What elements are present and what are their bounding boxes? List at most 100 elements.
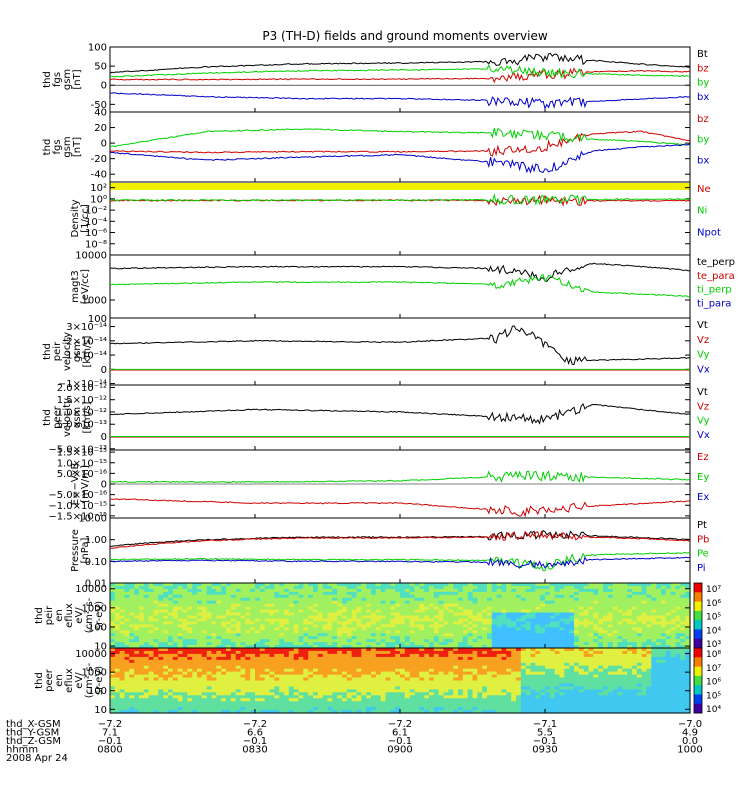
legend-Pi: Pi bbox=[697, 563, 706, 574]
y-tick-label: 10000 bbox=[75, 584, 107, 595]
y-tick-label: -50 bbox=[91, 100, 107, 111]
legend-Ey: Ey bbox=[697, 472, 709, 483]
colorbar-tick-label: 10⁴ bbox=[706, 626, 721, 636]
series-Vt bbox=[109, 403, 691, 425]
series-by bbox=[110, 63, 690, 79]
y-axis-label-line: [mV/m] bbox=[80, 465, 91, 503]
legend-Vz: Vz bbox=[697, 335, 709, 346]
y-axis-label-line: peer bbox=[52, 405, 63, 429]
y-axis-label-line: fgs bbox=[52, 139, 63, 154]
legend-bz: bz bbox=[697, 114, 709, 125]
x-tick-label: −7.2 bbox=[98, 719, 122, 730]
colorbar-tick-label: 10⁵ bbox=[706, 691, 721, 701]
legend-peer-velocity: Vt Vz Vy Vx bbox=[697, 387, 710, 441]
colorbar-swatch bbox=[694, 685, 702, 695]
x-tick-label: −7.2 bbox=[388, 719, 412, 730]
y-tick-label: 1.00 bbox=[85, 535, 107, 546]
colorbar-swatch bbox=[694, 601, 702, 612]
series-bz bbox=[109, 130, 691, 157]
y-axis-label-line: gsm bbox=[72, 407, 83, 428]
x-axis-labels: thd_X-GSM −7.2 −7.2 −7.2 −7.1 −7.0 thd_Y-GSM 7.… bbox=[6, 719, 703, 764]
x-axis-row-label: thd_X-GSM bbox=[6, 719, 61, 730]
legend-te_perp: te_perp bbox=[697, 257, 735, 268]
legend-Ez: Ez bbox=[697, 452, 709, 463]
panel-peir-velocity: 3×10⁻¹⁴ 2×10⁻¹⁴ 1×10⁻¹⁴ 0 −1×10⁻¹⁴ 100 thd peir… bbox=[42, 314, 710, 390]
y-tick-label: −1.5×10⁻¹⁵ bbox=[48, 511, 107, 522]
y-axis-label-line: gsm bbox=[62, 69, 73, 90]
legend-Vy: Vy bbox=[697, 350, 710, 361]
legend-Vz: Vz bbox=[697, 401, 709, 412]
legend-Pt: Pt bbox=[697, 520, 707, 531]
y-axis-label-line: velocity bbox=[62, 332, 73, 371]
panel-pressure: 10.00 1.00 0.10 0.01 Pressure [nPa] Pt Pb Pe Pi bbox=[70, 514, 709, 590]
colorbar-swatch bbox=[694, 638, 702, 649]
colorbar-tick-label: 10⁷ bbox=[706, 585, 721, 595]
panel-efield: 1.5×10⁻¹⁵1.0×10⁻¹⁵5.0×10⁻¹⁶0−5.0×10⁻¹⁶−1… bbox=[48, 448, 709, 523]
y-axis-label-line: magt3 bbox=[70, 270, 81, 303]
series-bx bbox=[109, 92, 691, 111]
y-tick-label: 1×10⁻¹⁴ bbox=[66, 351, 107, 362]
legend-efield: Ez Ey Ex bbox=[697, 452, 709, 503]
series-Ey bbox=[110, 470, 691, 484]
panel-frame bbox=[109, 111, 691, 183]
y-axis-label-peer-velocity: thd peer velocity gsm [km/s] bbox=[42, 398, 93, 437]
y-axis-label-line: [1/cc] bbox=[80, 204, 91, 233]
y-tick-label: 10⁻⁴ bbox=[85, 217, 107, 228]
y-axis-label-line: Pressure bbox=[70, 529, 81, 572]
colorbar-swatch bbox=[694, 648, 702, 658]
series-te_perp bbox=[110, 262, 691, 283]
y-axis-label-line: Density bbox=[70, 199, 81, 237]
legend-Npot: Npot bbox=[697, 227, 721, 238]
legend-Ni: Ni bbox=[697, 206, 707, 217]
legend-fgs-gsm: Bt bz by bx bbox=[697, 49, 709, 103]
x-tick-label: −0.1 bbox=[98, 736, 122, 747]
series-group-peir-velocity bbox=[109, 325, 691, 366]
x-tick-label: 5.5 bbox=[537, 728, 553, 739]
y-tick-label: 10000 bbox=[75, 649, 107, 660]
colorbar-swatch bbox=[694, 657, 702, 668]
y-axis-label-density: Density [1/cc] bbox=[70, 199, 91, 237]
panel-peer-velocity: 2.0×10⁻¹²1.5×10⁻¹²1.0×10⁻¹² 5.0×10⁻¹³0−5.… bbox=[42, 383, 710, 455]
y-axis-label-line: peir bbox=[52, 341, 63, 361]
series-Pb bbox=[109, 530, 691, 549]
legend-bx: bx bbox=[697, 92, 709, 103]
legend-ti_para: ti_para bbox=[697, 298, 731, 309]
colorbar-swatch bbox=[694, 629, 702, 640]
y-axis-label-peer-spectrogram: thd peer en eflux eV/(cm²-s-sr-eV) bbox=[34, 662, 105, 698]
colorbar-tick-label: 10³ bbox=[706, 640, 721, 650]
y-tick-label: 10⁻⁸ bbox=[85, 239, 107, 250]
colorbar-frame bbox=[693, 647, 703, 714]
legend-by: by bbox=[697, 135, 709, 146]
colorbar-swatch bbox=[694, 610, 702, 621]
legend-te_para: te_para bbox=[697, 271, 735, 282]
y-axis-label-line: peer bbox=[44, 668, 55, 692]
y-axis-label-line: velocity bbox=[62, 398, 73, 437]
colorbar-tick-label: 10⁵ bbox=[706, 613, 721, 623]
y-axis-label-line: E=−VxB bbox=[70, 463, 81, 506]
y-tick-label: −5.0×10⁻¹³ bbox=[48, 444, 107, 455]
y-axis-label-line: eV/ bbox=[74, 672, 85, 689]
colorbar-tick-label: 10⁶ bbox=[706, 678, 721, 688]
series-group-fgs-gsm-2 bbox=[109, 127, 691, 174]
legend-bx: bx bbox=[697, 155, 709, 166]
y-tick-label: 100 bbox=[88, 686, 107, 697]
series-group-temperature bbox=[109, 262, 691, 298]
colorbar-tick-label: 10⁶ bbox=[706, 599, 721, 609]
y-tick-label: 5.0×10⁻¹⁶ bbox=[57, 469, 107, 480]
y-tick-label: 1000 bbox=[82, 668, 107, 679]
colorbar-tick-label: 10⁴ bbox=[706, 705, 721, 715]
legend-Vx: Vx bbox=[697, 364, 710, 375]
series-group-peer-velocity bbox=[109, 403, 691, 425]
y-axis-label-line: [eV/cc] bbox=[80, 269, 91, 304]
y-axis-label-line: (cm²-s- bbox=[84, 597, 95, 633]
series-group-density bbox=[109, 193, 691, 208]
y-tick-label: 10000 bbox=[75, 251, 107, 262]
legend-Vx: Vx bbox=[697, 430, 710, 441]
y-tick-label: 2×10⁻¹⁴ bbox=[66, 336, 107, 347]
y-axis-label-line: thd bbox=[42, 71, 53, 88]
y-axis-label-line: thd bbox=[42, 409, 53, 426]
y-axis-label-line: [nPa] bbox=[80, 537, 91, 563]
y-tick-label: 10⁻² bbox=[85, 206, 107, 217]
panel-frame bbox=[109, 384, 691, 451]
